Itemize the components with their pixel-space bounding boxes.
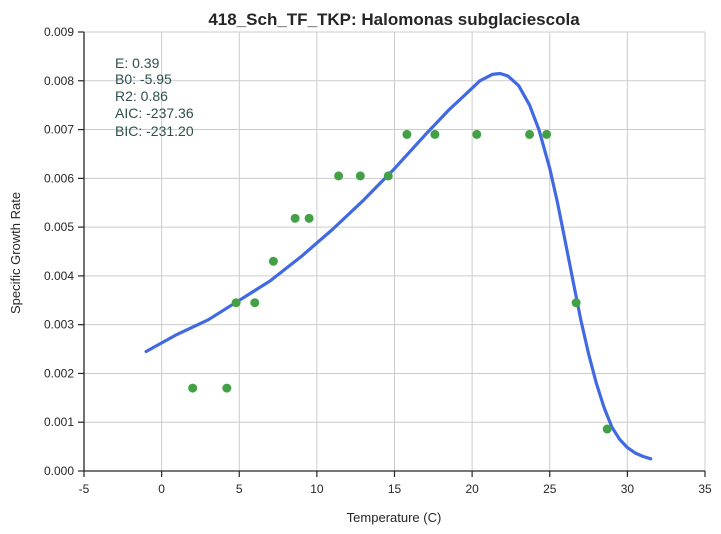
y-tick-label-1: 0.001 <box>44 415 74 429</box>
grid-lines <box>83 31 706 472</box>
stat-r2: R2: 0.86 <box>115 88 168 104</box>
y-tick-label-2: 0.002 <box>44 366 74 380</box>
data-point-6 <box>304 213 314 223</box>
y-tick-label-0: 0.000 <box>44 464 74 478</box>
x-tick-label-7: 30 <box>621 482 635 496</box>
fit-curve <box>144 71 653 461</box>
x-tick-label-8: 35 <box>698 482 712 496</box>
data-point-1 <box>222 383 232 393</box>
y-tick-label-6: 0.006 <box>44 171 74 185</box>
stat-b0: B0: -5.95 <box>115 71 172 87</box>
x-axis-ticks: -5 0 5 10 15 20 25 30 35 <box>79 471 712 496</box>
y-axis-label: Specific Growth Rate <box>8 192 23 314</box>
x-tick-label-4: 15 <box>388 482 402 496</box>
stat-e: E: 0.39 <box>115 55 160 71</box>
x-tick-label-6: 25 <box>543 482 557 496</box>
data-point-10 <box>402 129 412 139</box>
fit-curve-layer <box>144 71 653 461</box>
x-tick-label-0: -5 <box>79 482 90 496</box>
y-tick-label-4: 0.004 <box>44 269 74 283</box>
chart-title: 418_Sch_TF_TKP: Halomonas subglaciescola <box>208 10 580 29</box>
data-point-15 <box>571 298 581 308</box>
data-point-5 <box>290 213 300 223</box>
data-point-12 <box>472 129 482 139</box>
data-point-7 <box>334 171 344 181</box>
data-point-16 <box>602 424 612 434</box>
data-point-14 <box>542 129 552 139</box>
x-tick-label-2: 5 <box>236 482 243 496</box>
data-point-9 <box>383 171 393 181</box>
fit-statistics: E: 0.39 B0: -5.95 R2: 0.86 AIC: -237.36 … <box>115 55 194 139</box>
data-point-11 <box>430 129 440 139</box>
y-tick-label-8: 0.008 <box>44 74 74 88</box>
x-tick-label-5: 20 <box>465 482 479 496</box>
x-axis-label: Temperature (C) <box>347 510 442 525</box>
y-tick-label-3: 0.003 <box>44 318 74 332</box>
data-point-3 <box>250 298 260 308</box>
data-point-13 <box>525 129 535 139</box>
y-axis-ticks: 0.000 0.001 0.002 0.003 0.004 0.005 0.006 0.007… <box>44 25 84 478</box>
y-tick-label-5: 0.005 <box>44 220 74 234</box>
y-tick-label-7: 0.007 <box>44 123 74 137</box>
data-points-layer <box>188 129 612 434</box>
y-tick-label-9: 0.009 <box>44 25 74 39</box>
data-point-4 <box>268 256 278 266</box>
data-point-0 <box>188 383 198 393</box>
data-point-8 <box>355 171 365 181</box>
x-tick-label-3: 10 <box>310 482 324 496</box>
x-tick-label-1: 0 <box>158 482 165 496</box>
data-point-2 <box>231 298 241 308</box>
stat-aic: AIC: -237.36 <box>115 105 194 121</box>
stat-bic: BIC: -231.20 <box>115 123 194 139</box>
